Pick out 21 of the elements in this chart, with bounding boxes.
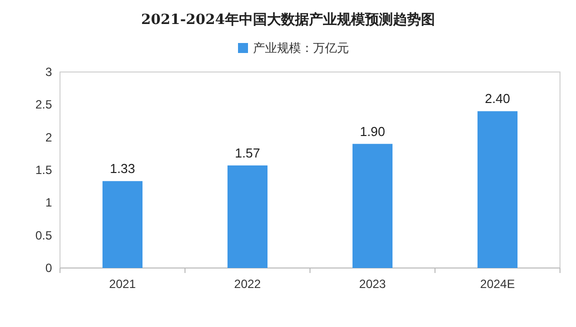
y-tick-label: 1 [45, 196, 52, 210]
text: 1.90 [360, 124, 386, 139]
y-tick-label: 2.5 [35, 98, 52, 112]
bar [478, 111, 518, 268]
text: 1.33 [110, 161, 136, 176]
x-tick-label: 2021 [109, 277, 136, 291]
y-tick-label: 3 [45, 65, 52, 79]
y-tick-label: 0 [45, 261, 52, 275]
x-tick-label: 2022 [234, 277, 262, 291]
text: 2.40 [484, 91, 510, 106]
legend-label: 产业规模：万亿元 [253, 41, 349, 55]
chart-title: 2021-2024年中国大数据产业规模预测趋势图 [141, 11, 435, 28]
bar [352, 144, 392, 268]
x-tick-label: 2023 [359, 277, 386, 291]
y-tick-label: 1.5 [35, 163, 52, 177]
bar [228, 165, 268, 268]
x-tick-label: 2024E [480, 277, 515, 291]
y-tick-label: 0.5 [35, 228, 52, 242]
bar [102, 181, 142, 268]
y-tick-label: 2 [45, 130, 52, 144]
text: 1.57 [234, 145, 260, 160]
